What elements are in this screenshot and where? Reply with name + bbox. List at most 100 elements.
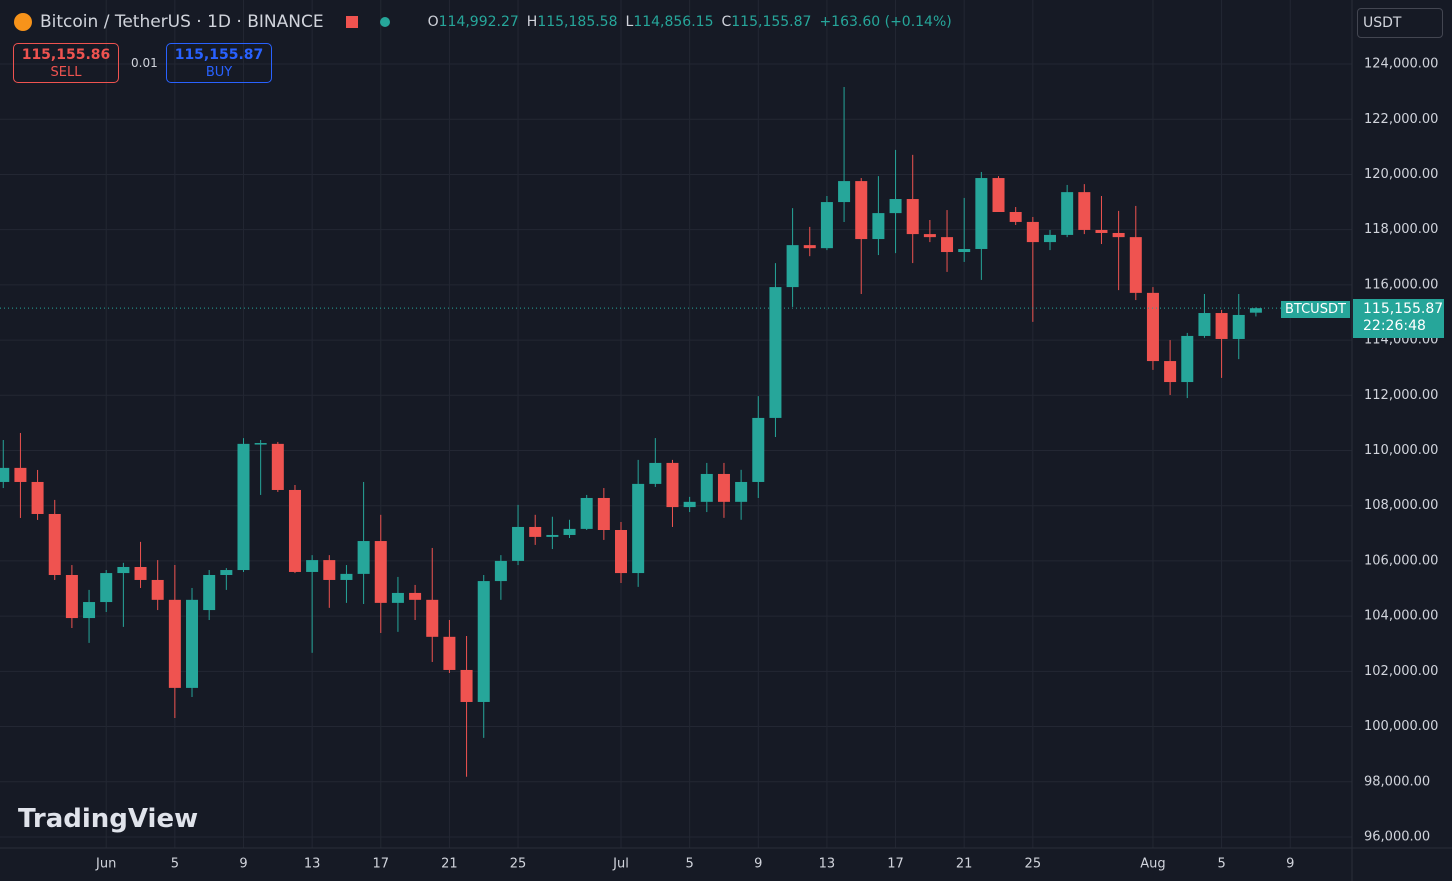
- y-tick-label: 108,000.00: [1364, 498, 1438, 513]
- status-dot: [379, 17, 390, 27]
- x-tick-label: 25: [1025, 857, 1042, 872]
- candle-body: [271, 443, 284, 490]
- candle-body: [151, 579, 164, 600]
- candle-body: [992, 178, 1005, 212]
- x-tick-label: 21: [956, 857, 973, 872]
- candle-body: [83, 602, 96, 619]
- x-tick-label: 17: [372, 857, 389, 872]
- candle-body: [1078, 192, 1091, 230]
- candle-body: [203, 574, 216, 611]
- symbol[interactable]: Bitcoin / TetherUS · 1D · BINANCE: [40, 12, 324, 32]
- sell-button[interactable]: 115,155.86 SELL: [13, 43, 119, 83]
- candle-body: [683, 501, 696, 508]
- candle-body: [700, 473, 713, 502]
- candle-body: [838, 181, 851, 203]
- candle-body: [14, 467, 27, 482]
- candle-body: [374, 541, 387, 603]
- candle-body: [1112, 232, 1125, 238]
- sell-price: 115,155.86: [21, 47, 111, 63]
- change: +163.60 (+0.14%): [819, 14, 952, 30]
- candle-body: [735, 481, 748, 502]
- candle-body: [615, 530, 628, 574]
- x-tick-label: 5: [171, 857, 179, 872]
- ohlc-value: 115,185.58: [537, 14, 618, 30]
- candle-body: [1043, 234, 1056, 243]
- candle-body: [666, 462, 679, 508]
- watermark: TradingView: [18, 804, 199, 834]
- candle-body: [391, 592, 404, 603]
- ohlc-key: L: [625, 14, 634, 30]
- y-tick-label: 112,000.00: [1364, 388, 1438, 403]
- candle-body: [65, 574, 78, 619]
- candle-body: [632, 483, 645, 574]
- currency-select[interactable]: USDT: [1357, 8, 1443, 38]
- candle-body: [254, 443, 267, 445]
- x-tick-label: Jul: [612, 857, 629, 872]
- candle-body: [31, 481, 44, 514]
- candle-body: [872, 213, 885, 240]
- candle-body: [323, 560, 336, 580]
- candle-body: [477, 581, 490, 702]
- candle-body: [48, 513, 61, 575]
- y-tick-label: 120,000.00: [1364, 167, 1438, 182]
- candle-body: [975, 178, 988, 249]
- candle-body: [288, 489, 301, 572]
- candle-body: [1009, 212, 1022, 222]
- symbol-tag: BTCUSDT: [1281, 301, 1350, 318]
- candle-body: [820, 202, 833, 249]
- candle-body: [649, 462, 662, 484]
- ohlc-value: 115,155.87: [731, 14, 812, 30]
- y-tick-label: 98,000.00: [1364, 774, 1430, 789]
- x-tick-label: 9: [1286, 857, 1294, 872]
- candle-body: [769, 287, 782, 418]
- candle-body: [237, 443, 250, 571]
- candle-body: [906, 199, 919, 235]
- buy-button[interactable]: 115,155.87 BUY: [166, 43, 272, 83]
- candle-body: [597, 497, 610, 530]
- candle-body: [409, 592, 422, 600]
- flag[interactable]: [345, 16, 358, 28]
- x-tick-label: 21: [441, 857, 458, 872]
- plot-bg: [0, 0, 1352, 848]
- header: Bitcoin / TetherUS · 1D · BINANCE O114,9…: [14, 12, 952, 32]
- price-tag: 115,155.87 22:26:48: [1353, 299, 1444, 338]
- candle-body: [1215, 313, 1228, 339]
- candle-body: [1061, 192, 1074, 235]
- y-tick-label: 110,000.00: [1364, 443, 1438, 458]
- ohlc-key: C: [721, 14, 732, 30]
- candle-body: [1181, 335, 1194, 383]
- candle-body: [1249, 308, 1262, 313]
- candle-body: [803, 245, 816, 249]
- x-tick-label: Aug: [1140, 857, 1165, 872]
- candle-body: [923, 234, 936, 238]
- countdown: 22:26:48: [1363, 318, 1426, 334]
- candle-body: [855, 181, 868, 240]
- y-tick-label: 96,000.00: [1364, 829, 1430, 844]
- candle-body: [889, 199, 902, 214]
- candle-body: [1129, 237, 1142, 293]
- candle-body: [494, 560, 507, 582]
- buy-label: BUY: [205, 65, 233, 80]
- x-tick-label: 5: [1217, 857, 1225, 872]
- candle-body: [958, 248, 971, 253]
- candle-body: [546, 534, 559, 537]
- ohlc-key: H: [526, 14, 538, 30]
- candle-body: [786, 245, 799, 288]
- candle-body: [357, 541, 370, 574]
- candle-body: [1198, 313, 1211, 336]
- price: 115,155.87: [1363, 301, 1444, 317]
- spread: 0.01: [131, 56, 158, 70]
- candle-body: [529, 526, 542, 537]
- candle-body: [443, 636, 456, 670]
- y-tick-label: 102,000.00: [1364, 664, 1438, 679]
- y-tick-label: 100,000.00: [1364, 719, 1438, 734]
- candle-body: [1026, 221, 1039, 243]
- candle-body: [0, 467, 10, 482]
- coin-icon: [14, 13, 32, 31]
- y-tick-label: 116,000.00: [1364, 277, 1438, 292]
- y-tick-label: 106,000.00: [1364, 553, 1438, 568]
- candle-body: [186, 599, 199, 688]
- candle-body: [100, 573, 113, 603]
